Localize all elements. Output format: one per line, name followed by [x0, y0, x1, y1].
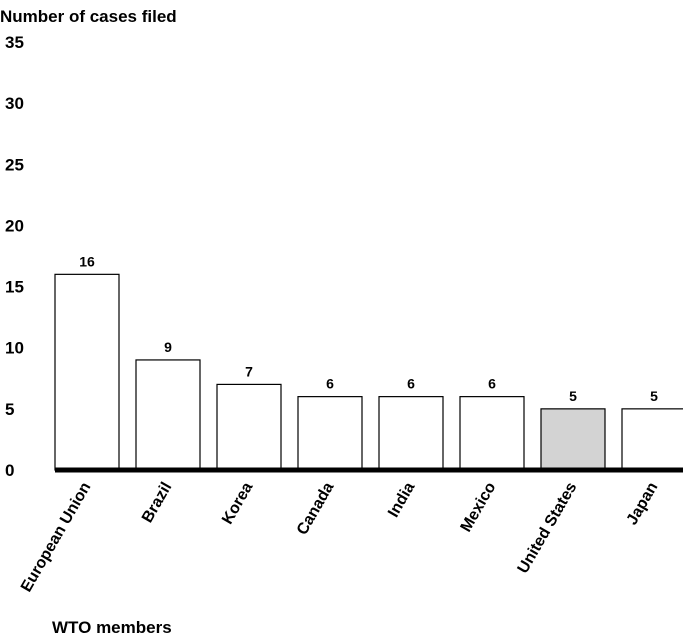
bar-value-label: 5 — [569, 388, 577, 404]
bar — [459, 396, 525, 471]
bar-value-label: 9 — [164, 339, 172, 355]
bar-value-label: 7 — [245, 363, 253, 379]
bar-value-label: 6 — [488, 376, 496, 392]
bars: 16 9 7 6 6 6 5 5 — [54, 253, 683, 471]
bar-value-label: 6 — [326, 376, 334, 392]
bar — [54, 273, 120, 471]
y-tick-label: 35 — [5, 33, 24, 52]
x-axis-categories: European Union Brazil Korea Canada India Mexi… — [18, 479, 662, 595]
x-axis-label: WTO members — [52, 618, 172, 637]
bar — [378, 396, 444, 471]
category-label: Mexico — [458, 479, 500, 535]
y-tick-label: 15 — [5, 278, 24, 297]
y-axis-ticks: 0 5 10 15 20 25 30 35 — [5, 33, 24, 480]
y-tick-label: 10 — [5, 339, 24, 358]
bar — [216, 383, 282, 471]
y-tick-label: 0 — [5, 461, 14, 480]
category-label: Korea — [219, 479, 256, 527]
y-tick-label: 30 — [5, 94, 24, 113]
bar — [621, 408, 683, 471]
category-label: Japan — [624, 480, 662, 529]
bar — [297, 396, 363, 471]
y-axis-label: Number of cases filed — [0, 7, 177, 26]
y-tick-label: 25 — [5, 155, 24, 174]
y-tick-label: 5 — [5, 400, 14, 419]
bar-value-label: 5 — [650, 388, 658, 404]
category-label: United States — [515, 479, 581, 576]
y-tick-label: 20 — [5, 216, 24, 235]
category-label: India — [385, 479, 418, 520]
category-label: Brazil — [139, 480, 176, 526]
category-label: Canada — [294, 479, 338, 538]
bar-value-label: 16 — [79, 253, 95, 269]
bar — [540, 408, 606, 471]
bar-value-label: 6 — [407, 376, 415, 392]
bar — [135, 359, 201, 471]
category-label: European Union — [18, 480, 95, 596]
